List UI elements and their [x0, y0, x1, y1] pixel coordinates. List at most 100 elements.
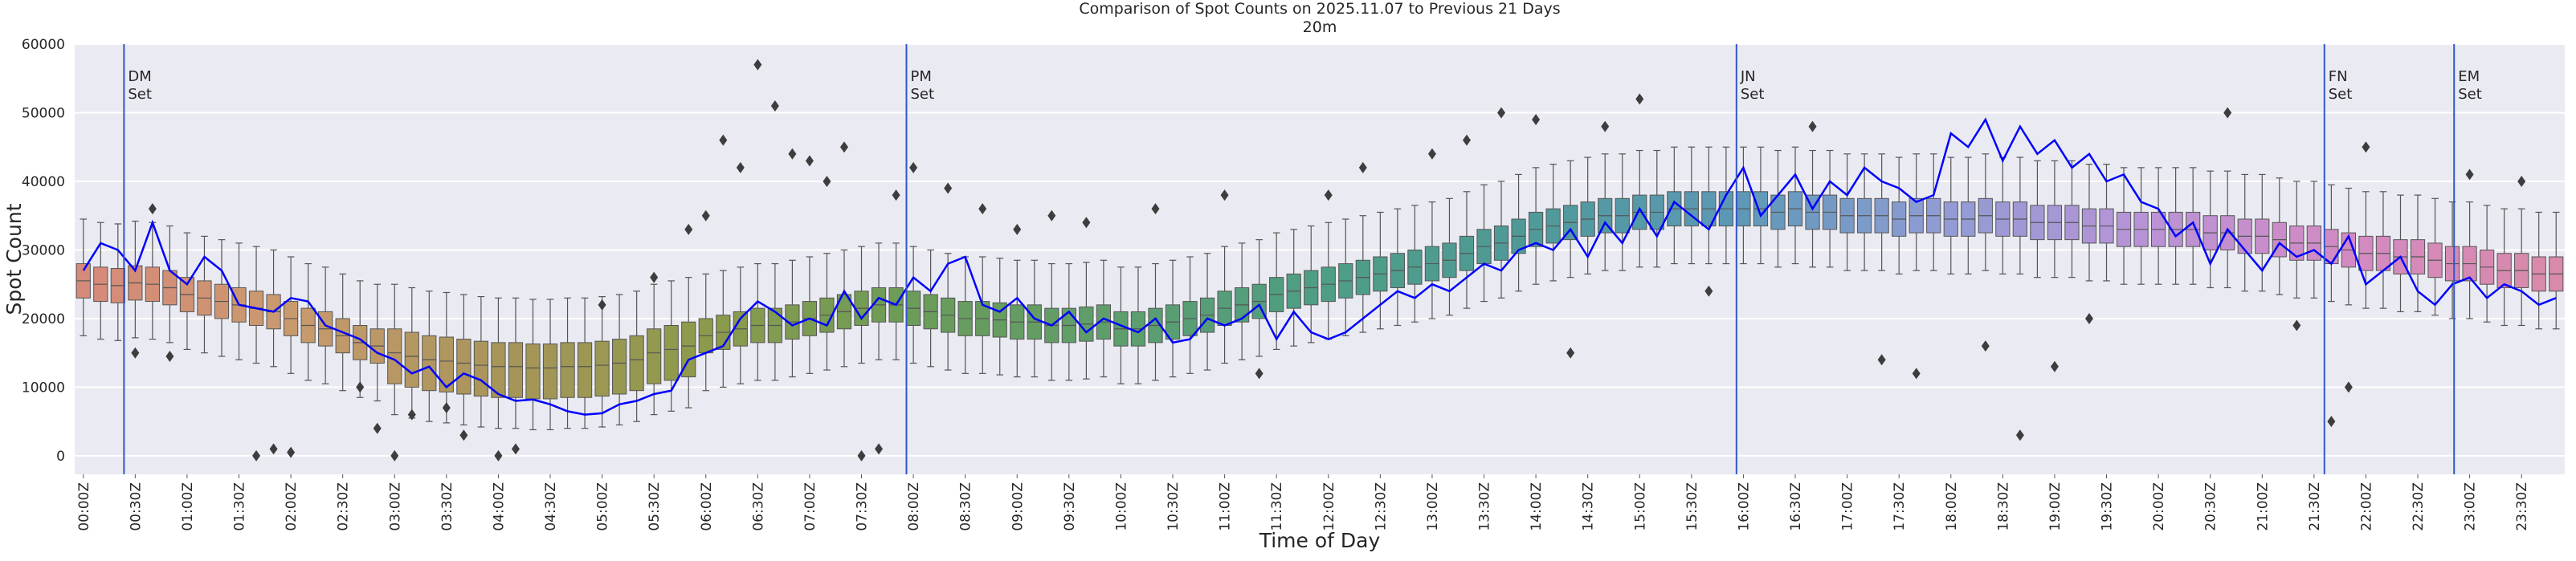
y-tick-label: 40000 — [22, 174, 65, 190]
box-group — [1545, 164, 1561, 282]
box-group — [1493, 181, 1509, 299]
outlier — [2015, 429, 2024, 441]
x-tick-label: 09:30Z — [1062, 482, 1078, 531]
box-group — [836, 249, 852, 368]
box-group — [1822, 149, 1838, 268]
outlier — [252, 449, 261, 461]
box-group — [1373, 211, 1388, 330]
box — [647, 328, 662, 384]
box-group — [2549, 211, 2564, 330]
box-group — [1235, 242, 1250, 360]
outlier — [650, 271, 659, 283]
box-group — [1770, 149, 1786, 268]
box-group — [1511, 173, 1526, 292]
box-group — [1424, 201, 1440, 319]
outlier — [1220, 189, 1229, 201]
box-group — [2030, 160, 2045, 278]
event-label: Set — [2329, 86, 2353, 103]
box — [542, 344, 558, 400]
box-group — [1407, 205, 1423, 323]
box-group — [1286, 229, 1301, 347]
box-group — [1892, 157, 1907, 274]
outlier — [287, 446, 296, 458]
outlier — [2084, 312, 2093, 324]
box-group — [128, 220, 143, 339]
outlier — [857, 449, 866, 461]
outlier — [736, 161, 745, 173]
x-tick-label: 07:30Z — [855, 482, 871, 531]
outlier — [2344, 381, 2353, 393]
box-group — [1390, 208, 1405, 327]
outlier — [1566, 347, 1575, 359]
outlier — [1912, 368, 1921, 380]
x-tick-label: 21:30Z — [2307, 482, 2323, 531]
box-group — [1874, 153, 1889, 271]
x-tick-label: 14:00Z — [1529, 482, 1545, 531]
outlier — [1981, 340, 1990, 352]
box-group — [905, 246, 921, 364]
box-group — [525, 299, 541, 431]
box-group — [179, 232, 195, 351]
box-group — [1649, 149, 1664, 268]
box-group — [1995, 157, 2011, 274]
outlier — [944, 182, 953, 194]
event-label: Set — [128, 86, 152, 103]
outlier — [805, 155, 814, 167]
box — [491, 342, 506, 398]
box — [456, 339, 472, 395]
x-tick-label: 10:30Z — [1166, 482, 1182, 531]
y-axis-title: Spot Count — [2, 203, 26, 315]
outlier — [1497, 107, 1506, 119]
x-tick-label: 06:30Z — [750, 482, 766, 531]
outlier — [909, 161, 918, 173]
outlier — [2465, 169, 2474, 181]
x-tick-label: 15:30Z — [1684, 482, 1700, 531]
box-group — [1943, 157, 1958, 274]
x-tick-label: 13:30Z — [1477, 482, 1493, 531]
x-tick-label: 01:00Z — [180, 482, 196, 531]
outlier — [165, 350, 174, 362]
box-group — [2480, 205, 2495, 323]
box-group — [629, 291, 644, 422]
outlier — [2327, 416, 2336, 428]
x-tick-label: 03:30Z — [439, 482, 455, 531]
plot-background — [75, 44, 2565, 474]
x-axis-title: Time of Day — [1259, 529, 1381, 552]
x-tick-label: 02:30Z — [336, 482, 352, 531]
chart-title: Comparison of Spot Counts on 2025.11.07 … — [1079, 0, 1560, 18]
box-group — [1857, 153, 1872, 271]
box — [508, 342, 524, 398]
x-tick-label: 08:00Z — [906, 482, 922, 531]
outlier — [2362, 141, 2370, 153]
box-group — [2186, 167, 2201, 285]
box-group — [1632, 149, 1647, 268]
box-group — [2220, 170, 2235, 289]
box — [525, 344, 541, 400]
outlier — [1635, 93, 1644, 105]
box-group — [560, 297, 575, 429]
outlier — [494, 449, 503, 461]
box-group — [456, 294, 472, 426]
outlier — [2292, 319, 2301, 331]
outlier — [1082, 217, 1091, 229]
x-tick-label: 03:00Z — [387, 482, 403, 531]
outlier — [1808, 120, 1817, 132]
outlier — [356, 381, 365, 393]
box — [439, 336, 454, 392]
box-group — [2514, 208, 2529, 327]
event-label: JN — [1740, 68, 1756, 85]
x-tick-label: 16:30Z — [1788, 482, 1804, 531]
box-group — [1528, 167, 1544, 285]
outlier — [269, 443, 278, 455]
y-tick-label: 0 — [56, 449, 65, 465]
box-group — [750, 262, 765, 381]
box — [629, 335, 644, 392]
box-group — [1909, 153, 1924, 271]
x-tick-label: 02:00Z — [284, 482, 300, 531]
outlier — [1601, 120, 1610, 132]
x-tick-label: 00:00Z — [76, 482, 92, 531]
x-tick-label: 19:30Z — [2100, 482, 2116, 531]
outlier — [598, 299, 606, 311]
outlier — [892, 189, 900, 201]
